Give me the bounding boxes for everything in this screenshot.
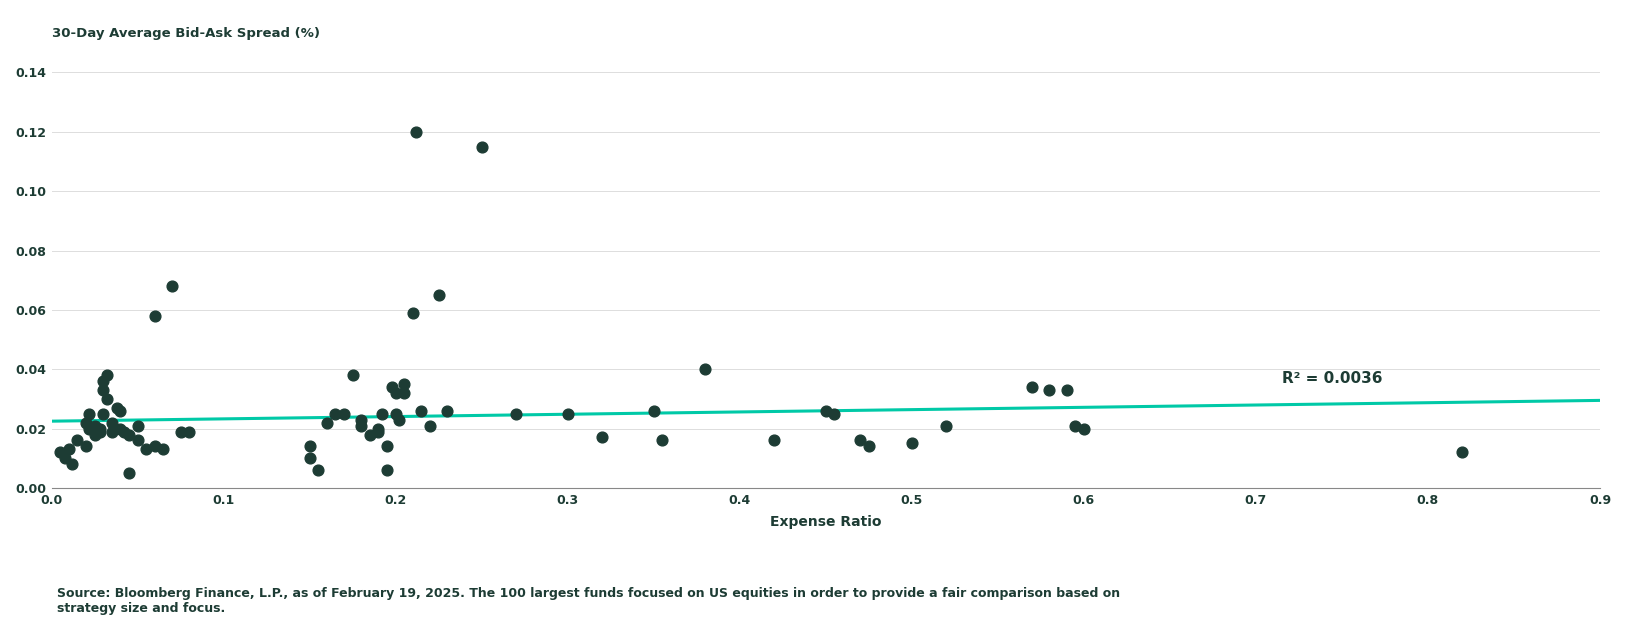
Point [761, 436, 787, 446]
Point [366, 424, 392, 434]
Point [89, 376, 115, 386]
Point [434, 406, 460, 416]
Point [296, 441, 322, 451]
Point [133, 444, 159, 454]
Point [76, 409, 102, 419]
Point [403, 127, 429, 137]
Point [1449, 447, 1475, 457]
Point [369, 409, 395, 419]
Point [813, 406, 839, 416]
Point [73, 441, 99, 451]
Point [855, 441, 881, 451]
Point [332, 409, 358, 419]
Point [392, 388, 418, 398]
Point [416, 421, 442, 431]
Point [693, 364, 719, 374]
Point [176, 426, 202, 436]
Point [81, 430, 107, 439]
Point [348, 421, 374, 431]
Point [115, 430, 141, 439]
Point [86, 426, 112, 436]
Point [554, 409, 580, 419]
Point [314, 418, 340, 428]
Point [348, 415, 374, 425]
Point [306, 465, 332, 475]
Text: Source: Bloomberg Finance, L.P., as of February 19, 2025. The 100 largest funds : Source: Bloomberg Finance, L.P., as of F… [57, 587, 1120, 615]
Point [111, 426, 137, 436]
Point [76, 424, 102, 434]
Point [89, 409, 115, 419]
Point [125, 421, 151, 431]
Point [1072, 424, 1098, 434]
Point [73, 418, 99, 428]
Point [426, 290, 452, 300]
Point [89, 385, 115, 395]
Point [125, 436, 151, 446]
Point [382, 388, 408, 398]
X-axis label: Expense Ratio: Expense Ratio [771, 515, 881, 529]
Point [99, 418, 125, 428]
Point [366, 426, 392, 436]
Point [86, 424, 112, 434]
Text: R² = 0.0036: R² = 0.0036 [1281, 371, 1382, 386]
Point [589, 433, 615, 442]
Point [933, 421, 959, 431]
Point [374, 441, 400, 451]
Point [47, 447, 73, 457]
Text: 30-Day Average Bid-Ask Spread (%): 30-Day Average Bid-Ask Spread (%) [52, 27, 320, 40]
Point [374, 465, 400, 475]
Point [141, 311, 167, 321]
Point [649, 436, 675, 446]
Point [1020, 382, 1046, 392]
Point [379, 382, 405, 392]
Point [847, 436, 873, 446]
Point [107, 424, 133, 434]
Point [641, 406, 667, 416]
Point [392, 379, 418, 389]
Point [408, 406, 434, 416]
Point [55, 444, 81, 454]
Point [899, 439, 925, 449]
Point [65, 436, 91, 446]
Point [81, 421, 107, 431]
Point [159, 281, 185, 291]
Point [382, 409, 408, 419]
Point [1062, 421, 1088, 431]
Point [821, 409, 847, 419]
Point [115, 468, 141, 478]
Point [52, 454, 78, 464]
Point [1036, 385, 1062, 395]
Point [385, 415, 411, 425]
Point [502, 409, 528, 419]
Point [322, 409, 348, 419]
Point [104, 403, 130, 413]
Point [400, 308, 426, 318]
Point [150, 444, 176, 454]
Point [59, 459, 85, 469]
Point [167, 426, 193, 436]
Point [1054, 385, 1080, 395]
Point [468, 142, 494, 151]
Point [356, 430, 382, 439]
Point [94, 394, 120, 404]
Point [94, 370, 120, 380]
Point [99, 426, 125, 436]
Point [340, 370, 366, 380]
Point [107, 406, 133, 416]
Point [296, 454, 322, 464]
Point [141, 441, 167, 451]
